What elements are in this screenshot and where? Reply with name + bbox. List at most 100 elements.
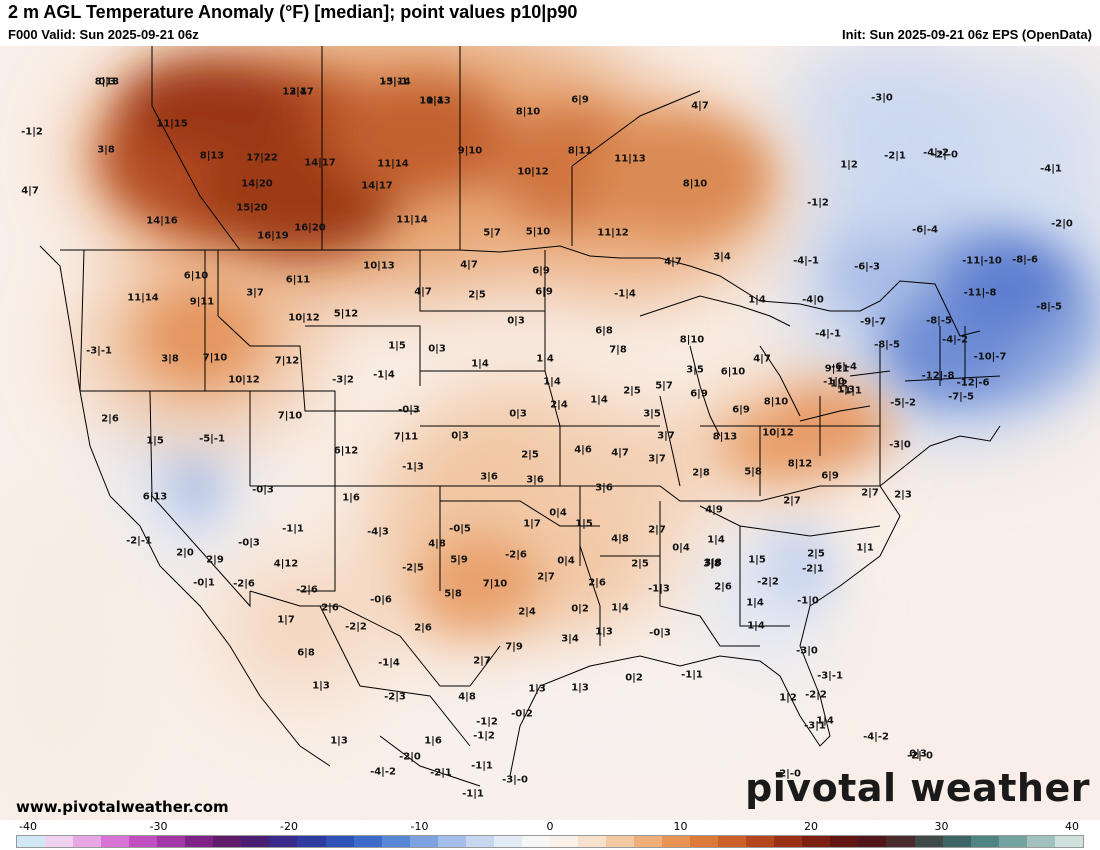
point-value-label: 1|4	[747, 620, 765, 632]
point-value-label: 8|11	[567, 145, 593, 157]
point-value-label: -4|-2	[370, 766, 396, 778]
point-value-label: -0|3	[252, 484, 274, 496]
colorbar-tick-label: -10	[410, 820, 429, 833]
point-value-label: 4|7	[460, 259, 478, 271]
point-value-label: 1|3	[528, 683, 546, 695]
point-value-label: -1|4	[373, 369, 395, 381]
point-value-label: 3|5	[686, 364, 704, 376]
point-value-label: 5|7	[483, 227, 501, 239]
colorbar-legend: -40 -30 -20 -10 0 10 20 30 40	[0, 820, 1100, 850]
point-value-label: 1|3	[837, 384, 855, 396]
point-value-label: -1|2	[473, 730, 495, 742]
point-value-label: 10|12	[517, 166, 549, 178]
point-value-label: 2|9	[206, 554, 224, 566]
point-value-label: 1|4	[746, 597, 764, 609]
point-value-label: 1|6	[424, 735, 442, 747]
point-value-label: -1|0	[823, 376, 845, 388]
point-value-label: -2|6	[233, 578, 255, 590]
point-value-label: -8|-5	[874, 339, 900, 351]
colorbar-tick-label: 40	[1065, 820, 1079, 833]
point-value-label: -2|2	[757, 576, 779, 588]
colorbar-segment	[886, 836, 915, 847]
colorbar-segment	[185, 836, 214, 847]
point-value-label: 11|14	[396, 214, 428, 226]
point-value-label: 0|3	[98, 76, 116, 88]
colorbar-segment	[521, 836, 550, 847]
point-value-label: -5|-1	[199, 433, 225, 445]
point-value-label: -3|-1	[817, 670, 843, 682]
point-value-label: 6|10	[720, 366, 746, 378]
point-value-label: 1|4	[748, 294, 766, 306]
point-value-label: 4|7	[753, 353, 771, 365]
point-value-label: 1|5	[575, 518, 593, 530]
point-value-label: 11|14	[127, 292, 159, 304]
point-value-label: 11|14	[377, 158, 409, 170]
point-value-label: 2|7	[861, 487, 879, 499]
colorbar-segment	[858, 836, 887, 847]
anomaly-map: 8|13 13|17 13|14 11|13 6|9 4|7 -1|2 11|15 8|10 3|…	[0, 46, 1100, 820]
colorbar-tick-label: 10	[673, 820, 688, 833]
point-value-label: 8|10	[763, 396, 789, 408]
point-value-label: 1|3	[312, 680, 330, 692]
colorbar-segment	[830, 836, 859, 847]
point-value-label: -2|3	[384, 691, 406, 703]
point-value-label: -1|4	[378, 657, 400, 669]
point-value-label: 1|7	[277, 614, 295, 626]
colorbar-segment	[970, 836, 999, 847]
point-value-label: -1|2	[807, 197, 829, 209]
point-value-label: 1|2	[830, 378, 848, 390]
colorbar-segment	[690, 836, 719, 847]
point-value-label: 3|8	[161, 353, 179, 365]
point-value-label: 3|6	[526, 474, 544, 486]
point-value-label: 0|2	[625, 672, 643, 684]
point-value-label: 3|6	[480, 471, 498, 483]
point-value-label: -8|-6	[1012, 254, 1038, 266]
point-value-label: 0|4	[672, 542, 690, 554]
point-value-label: 3|7	[648, 453, 666, 465]
point-value-label: 6|9	[535, 286, 553, 298]
point-value-label: -0|2	[511, 708, 533, 720]
point-value-label: 1|4	[707, 534, 725, 546]
colorbar-segment	[746, 836, 775, 847]
point-value-label: 1|4	[536, 353, 554, 365]
point-value-label: 7|10	[482, 578, 508, 590]
colorbar-segment	[718, 836, 747, 847]
point-value-label: 2|7	[648, 524, 666, 536]
point-value-label: 2|4	[550, 399, 568, 411]
point-value-label: 2|6	[714, 581, 732, 593]
point-value-label: -4|0	[802, 294, 824, 306]
anomaly-field	[0, 46, 1100, 820]
point-value-label: 2|7	[537, 571, 555, 583]
colorbar-segment	[1026, 836, 1055, 847]
point-value-label: -1|0	[797, 595, 819, 607]
point-value-label: -8|-5	[1036, 301, 1062, 313]
point-value-label: 4|8	[611, 533, 629, 545]
colorbar-segment	[381, 836, 410, 847]
point-value-label: 3|4	[713, 251, 731, 263]
point-value-label: 6|9	[732, 404, 750, 416]
point-value-label: -4|-2	[923, 147, 949, 159]
point-value-label: -2|-1	[126, 535, 152, 547]
point-value-label: 4|7	[611, 447, 629, 459]
point-value-label: -0|3	[238, 537, 260, 549]
point-value-label: 1|4	[590, 394, 608, 406]
point-value-label: 1|5	[388, 340, 406, 352]
point-value-label: 4|9	[705, 504, 723, 516]
point-value-label: -2|6	[296, 584, 318, 596]
point-value-label: -1|3	[648, 583, 670, 595]
point-value-label: -2|-0	[932, 149, 958, 161]
point-value-label: -2|1	[430, 767, 452, 779]
point-value-label: 5|9	[450, 554, 468, 566]
point-value-label: -3|1	[804, 720, 826, 732]
point-value-label: 3|5	[643, 408, 661, 420]
point-value-label: 7|12	[274, 355, 300, 367]
point-value-label: 11|13	[419, 95, 451, 107]
point-value-label: -4|-1	[793, 255, 819, 267]
point-value-label: 3|8	[703, 558, 721, 570]
site-url: www.pivotalweather.com	[16, 798, 229, 816]
point-value-label: 2|5	[468, 289, 486, 301]
point-value-label: 1|4	[471, 358, 489, 370]
point-value-label: -12|-6	[956, 377, 990, 389]
point-value-label: 2|6	[414, 622, 432, 634]
colorbar-segment	[157, 836, 186, 847]
